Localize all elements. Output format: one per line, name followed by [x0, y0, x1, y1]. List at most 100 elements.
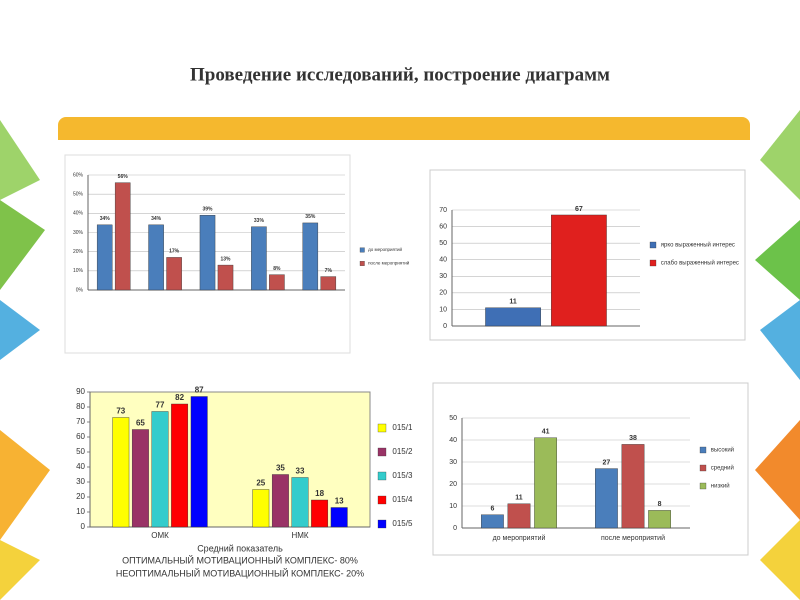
value-label: 73: [116, 407, 125, 416]
value-label: 56%: [118, 174, 129, 180]
bar: [302, 222, 319, 291]
bar: [320, 276, 337, 291]
legend-label: слабо выраженный интерес: [661, 260, 739, 267]
value-label: 35: [276, 464, 285, 473]
y-tick-label: 40%: [73, 211, 84, 217]
legend-swatch: [699, 464, 707, 472]
bar: [291, 477, 309, 528]
value-label: 77: [156, 401, 165, 410]
value-label: 65: [136, 419, 145, 428]
slide-title: Проведение исследований, построение диаг…: [190, 64, 610, 85]
bar: [217, 264, 234, 291]
y-tick-label: 10: [439, 306, 447, 313]
x-tick-label: до мероприятий: [493, 534, 546, 542]
legend-swatch: [377, 495, 387, 505]
y-tick-label: 30: [449, 459, 457, 466]
y-tick-label: 30: [76, 477, 85, 486]
legend-swatch: [699, 482, 707, 490]
y-tick-label: 10: [76, 507, 85, 516]
legend-label: 015/4: [392, 495, 413, 504]
bar: [595, 468, 618, 529]
value-label: 33%: [254, 218, 265, 224]
legend-label: до мероприятий: [368, 246, 402, 252]
bar: [166, 257, 182, 291]
value-label: 7%: [325, 268, 333, 274]
y-tick-label: 50: [439, 240, 447, 247]
note: Средний показатель: [197, 543, 283, 553]
y-tick-label: 70: [439, 207, 447, 214]
value-label: 25: [256, 479, 265, 488]
legend-label: 015/3: [392, 471, 413, 480]
y-tick-label: 40: [76, 462, 85, 471]
bar: [269, 274, 285, 291]
value-label: 13%: [220, 256, 231, 262]
y-tick-label: 60: [76, 432, 85, 441]
bar: [171, 403, 189, 528]
y-tick-label: 30%: [73, 230, 84, 236]
note: ОПТИМАЛЬНЫЙ МОТИВАЦИОННЫЙ КОМПЛЕКС- 80%: [122, 554, 358, 565]
legend-label: после мероприятий: [368, 260, 410, 266]
x-tick-label: после мероприятий: [601, 534, 665, 542]
y-tick-label: 20: [439, 290, 447, 297]
value-label: 39%: [202, 207, 213, 213]
bar: [481, 514, 504, 529]
legend-swatch: [377, 519, 387, 529]
value-label: 11: [509, 299, 517, 306]
y-tick-label: 80: [76, 402, 85, 411]
value-label: 67: [575, 206, 583, 213]
y-tick-label: 30: [439, 273, 447, 280]
y-tick-label: 40: [439, 257, 447, 264]
value-label: 41: [542, 429, 550, 436]
y-tick-label: 0%: [76, 287, 84, 293]
y-tick-label: 20%: [73, 249, 84, 255]
y-tick-label: 70: [76, 417, 85, 426]
y-tick-label: 60: [439, 223, 447, 230]
x-tick-label: НМК: [291, 531, 308, 540]
value-label: 8%: [273, 266, 281, 272]
y-tick-label: 10%: [73, 268, 84, 274]
legend-swatch: [377, 471, 387, 481]
bar: [534, 437, 557, 529]
value-label: 8: [658, 501, 662, 508]
value-label: 34%: [151, 216, 162, 222]
bar: [485, 307, 541, 327]
x-tick-label: ОМК: [151, 531, 169, 540]
legend-swatch: [649, 259, 657, 267]
bar: [551, 214, 607, 327]
bar: [148, 224, 164, 291]
bar: [114, 182, 131, 291]
y-tick-label: 40: [449, 437, 457, 444]
value-label: 18: [315, 489, 324, 498]
legend-label: ярко выраженный интерес: [661, 242, 735, 249]
legend-label: 015/5: [392, 519, 413, 528]
y-tick-label: 10: [449, 503, 457, 510]
bar: [621, 444, 645, 529]
bar: [112, 417, 130, 528]
bar: [251, 226, 267, 291]
legend-swatch: [377, 447, 387, 457]
bar: [507, 503, 531, 529]
value-label: 82: [175, 393, 184, 402]
value-label: 38: [629, 435, 637, 442]
value-label: 87: [195, 386, 204, 395]
value-label: 11: [515, 495, 523, 502]
legend-label: 015/1: [392, 423, 413, 432]
y-tick-label: 50%: [73, 191, 84, 197]
legend-label: средний: [711, 465, 734, 472]
bar: [648, 510, 671, 529]
bar: [96, 224, 113, 291]
value-label: 17%: [169, 249, 180, 255]
legend-swatch: [377, 423, 387, 433]
y-tick-label: 0: [453, 525, 457, 532]
y-tick-label: 0: [81, 522, 86, 531]
value-label: 6: [490, 506, 494, 513]
y-tick-label: 20: [76, 492, 85, 501]
bar: [330, 507, 348, 528]
legend-label: 015/2: [392, 447, 413, 456]
bar: [131, 429, 149, 528]
legend-label: высокий: [711, 447, 734, 454]
value-label: 13: [335, 497, 344, 506]
legend-swatch: [699, 446, 707, 454]
